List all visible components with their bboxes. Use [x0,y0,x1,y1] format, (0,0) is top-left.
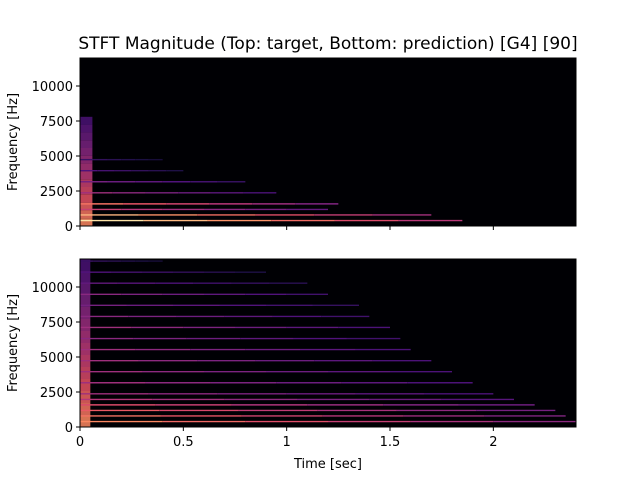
prediction-axes-frame [79,258,577,428]
prediction-onset-band [80,283,91,295]
prediction-x-tick-label: 0 [76,435,84,450]
prediction-y-tick-label: 0 [65,421,73,436]
target-onset-band [80,124,93,133]
prediction-spectrogram-panel: 0 0.5 1 1.5 2 0 2500 5000 7500 10000 Frequency [… [6,258,577,472]
prediction-x-tick-label: 2 [489,435,497,450]
target-y-tick-label: 5000 [40,150,73,165]
target-y-tick-label: 0 [65,220,73,235]
prediction-onset-band [80,271,91,283]
prediction-y-tick-label: 10000 [32,281,73,296]
target-onset-band [80,202,93,211]
target-axes-frame [79,57,577,227]
prediction-onset-band [80,379,91,391]
target-onset-band [80,187,93,195]
target-spectrogram-panel: 0 2500 5000 7500 10000 Frequency [Hz] [6,57,577,235]
prediction-onset-band [80,403,91,415]
prediction-xlabel: Time [sec] [293,457,362,472]
figure-title: STFT Magnitude (Top: target, Bottom: pre… [78,34,577,54]
target-plot-area [80,58,576,226]
target-ylabel: Frequency [Hz] [6,93,21,191]
prediction-onset-band [80,331,91,343]
prediction-onset-band [80,391,91,403]
target-y-tick-label: 2500 [40,185,73,200]
prediction-ylabel: Frequency [Hz] [6,294,21,392]
target-onset-band [80,116,93,125]
target-onset-band [80,132,93,141]
target-y-tick-label: 10000 [32,80,73,95]
target-onset-band [80,179,93,187]
prediction-x-tick-label: 0.5 [173,435,194,450]
prediction-plot-area [80,259,576,427]
target-onset-band [80,163,93,172]
prediction-y-tick-label: 5000 [40,351,73,366]
prediction-onset-band [80,367,91,379]
prediction-onset-band [80,319,91,331]
target-onset-band [80,140,93,148]
target-onset-band [80,171,93,180]
prediction-x-tick-label: 1 [283,435,291,450]
prediction-y-tick-label: 2500 [40,386,73,401]
target-y-tick-label: 7500 [40,115,73,130]
prediction-x-tick-label: 1.5 [380,435,401,450]
target-onset-band [80,148,93,156]
target-onset-band [80,194,93,203]
prediction-y-tick-label: 7500 [40,316,73,331]
prediction-onset-band [80,307,91,319]
prediction-onset-band [80,259,91,271]
prediction-onset-band [80,295,91,307]
target-onset-band [80,218,93,226]
